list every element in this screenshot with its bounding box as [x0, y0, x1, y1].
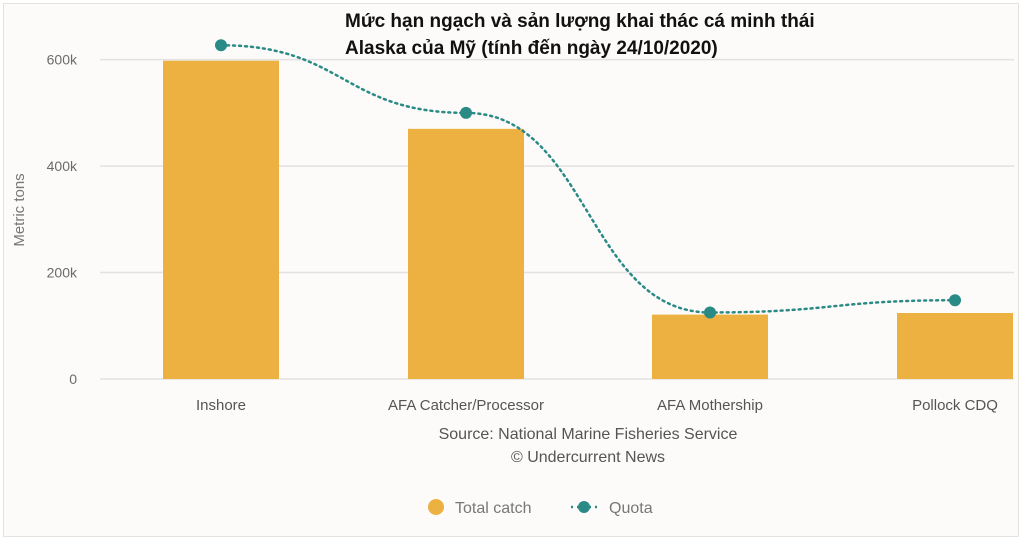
x-category-label: AFA Catcher/Processor	[388, 397, 544, 414]
y-tick-label: 200k	[47, 265, 78, 281]
legend-swatch-quota-dot	[578, 501, 590, 513]
legend: Total catch Quota	[428, 499, 653, 517]
bar-total-catch	[163, 60, 279, 379]
legend-swatch-total-catch	[428, 499, 444, 515]
legend-label-total-catch: Total catch	[455, 500, 531, 517]
quota-series	[215, 39, 961, 319]
y-tick-label: 400k	[47, 158, 78, 174]
source-line2: © Undercurrent News	[511, 449, 665, 466]
bar-total-catch	[408, 128, 524, 379]
quota-point	[704, 306, 716, 319]
bar-total-catch	[652, 314, 768, 379]
legend-label-quota: Quota	[609, 500, 653, 517]
quota-point	[949, 294, 961, 307]
x-category-label: Pollock CDQ	[912, 397, 998, 414]
y-tick-label: 600k	[47, 52, 78, 68]
quota-point	[215, 39, 227, 52]
bar-total-catch	[897, 313, 1013, 379]
quota-line	[219, 44, 957, 314]
chart-title-line1: Mức hạn ngạch và sản lượng khai thác cá …	[345, 11, 815, 32]
chart-title-line2: Alaska của Mỹ (tính đến ngày 24/10/2020)	[345, 38, 718, 59]
x-category-label: AFA Mothership	[657, 397, 763, 414]
y-axis-ticks: 0 200k 400k 600k	[47, 52, 78, 387]
x-category-label: Inshore	[196, 397, 246, 414]
y-axis-label: Metric tons	[11, 173, 28, 246]
y-tick-label: 0	[69, 371, 77, 387]
x-axis-categories: Inshore AFA Catcher/Processor AFA Mothersh…	[196, 397, 998, 414]
bars	[163, 60, 1013, 379]
quota-point	[460, 106, 472, 119]
source-line1: Source: National Marine Fisheries Servic…	[439, 426, 738, 443]
